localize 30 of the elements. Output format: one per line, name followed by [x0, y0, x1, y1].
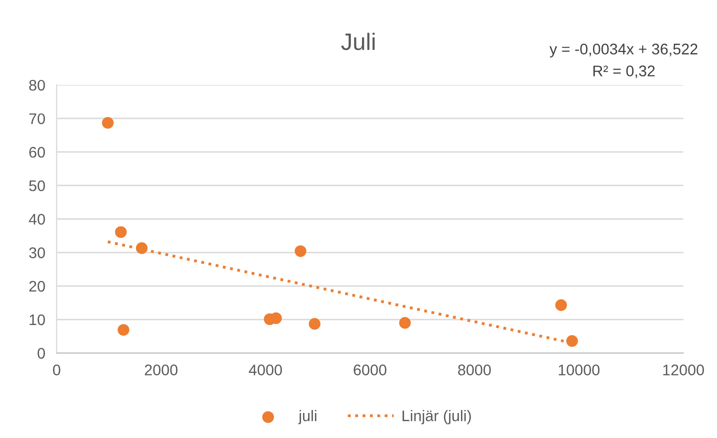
chart-title: Juli [341, 32, 375, 50]
point [102, 116, 114, 129]
x-tick-label: 0 [52, 364, 60, 376]
y-tick-label: 30 [29, 247, 45, 258]
x-tick-label: 10000 [558, 364, 600, 376]
legend-label: Linjär (juli) [402, 410, 471, 424]
legend-label: juli [298, 410, 316, 424]
point [566, 335, 578, 347]
point [136, 242, 148, 254]
y-tick-label: 20 [29, 280, 45, 292]
text: R² = 0,32 [593, 66, 655, 78]
x-tick-label: 6000 [354, 364, 386, 376]
y-tick-label: 80 [29, 80, 45, 91]
point [115, 226, 127, 238]
point [118, 324, 130, 336]
x-tick-label: 12000 [663, 364, 704, 376]
y-tick-label: 40 [28, 214, 45, 225]
point [555, 299, 567, 311]
y-tick-label: 70 [29, 113, 45, 124]
y-tick-label: 10 [30, 314, 45, 326]
x-tick-label: 8000 [458, 364, 491, 376]
point [294, 245, 306, 258]
text: y = -0,0034x + 36,522 [550, 44, 698, 58]
x-tick-label: 4000 [248, 364, 282, 376]
point [308, 318, 320, 330]
x-tick-label: 2000 [144, 364, 178, 376]
y-tick-label: 60 [29, 146, 45, 158]
y-tick-label: 0 [38, 348, 45, 359]
y-tick-label: 50 [29, 180, 45, 192]
point [399, 317, 411, 329]
